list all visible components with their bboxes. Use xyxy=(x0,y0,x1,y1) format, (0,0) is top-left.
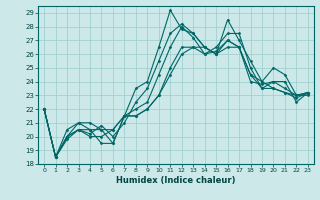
X-axis label: Humidex (Indice chaleur): Humidex (Indice chaleur) xyxy=(116,176,236,185)
